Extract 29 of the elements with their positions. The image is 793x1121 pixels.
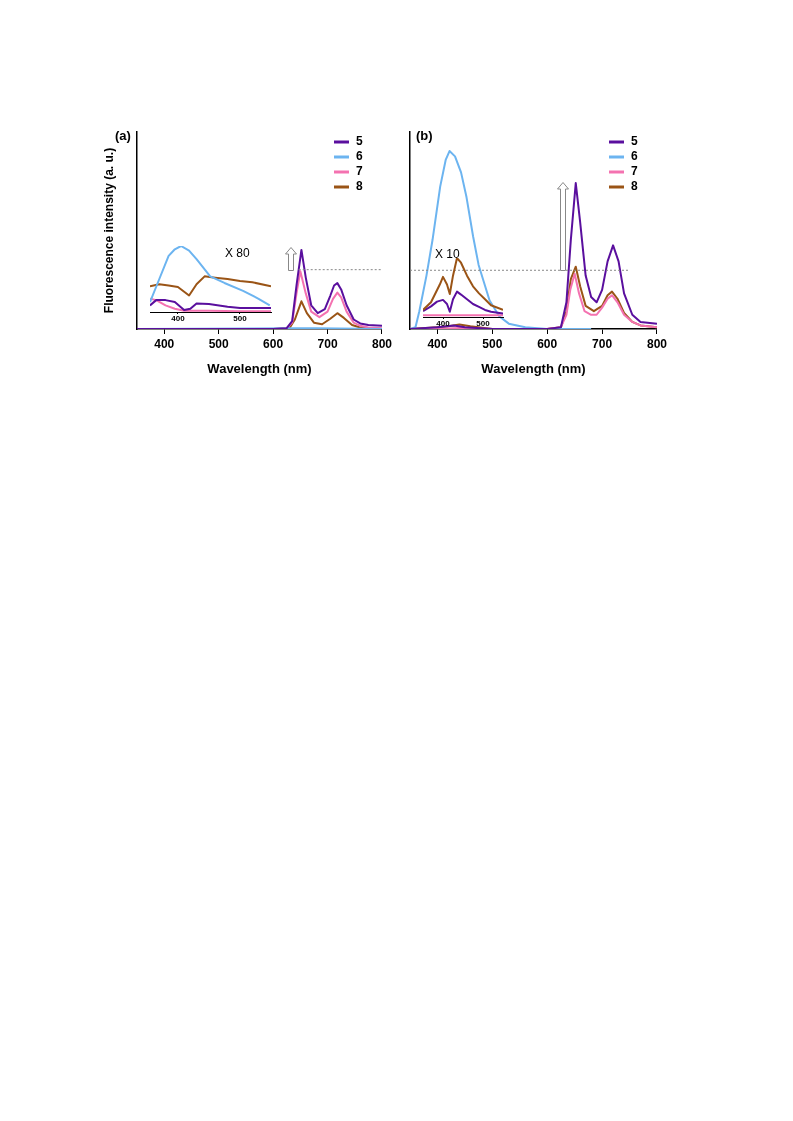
chart-title: (b) — [416, 128, 433, 144]
x-tick-label: 800 — [371, 336, 393, 351]
x-axis-title: Wavelength (nm) — [207, 360, 312, 376]
legend-label: 8 — [355, 179, 363, 194]
x-tick-label: 500 — [482, 336, 503, 351]
legend-label: 8 — [630, 179, 638, 194]
x-tick-label: 400 — [154, 336, 175, 351]
chart-title: (a) — [115, 128, 131, 144]
legend-label: 7 — [355, 164, 363, 179]
y-axis-title: Fluorescence intensity (a. u.) — [101, 147, 116, 314]
x-tick-label: 400 — [171, 314, 186, 323]
x-tick-label: 600 — [263, 336, 284, 351]
legend-label: 7 — [630, 164, 638, 179]
x-tick-label: 700 — [592, 336, 613, 351]
annotation: X 80 — [225, 246, 251, 261]
x-tick-label: 700 — [317, 336, 338, 351]
x-tick-label: 800 — [646, 336, 668, 351]
x-tick-label: 400 — [427, 336, 448, 351]
x-axis-title: Wavelength (nm) — [481, 360, 586, 376]
x-tick-label: 500 — [208, 336, 229, 351]
x-tick-label: 500 — [233, 314, 248, 323]
legend-label: 5 — [355, 134, 363, 149]
legend-label: 6 — [355, 149, 363, 164]
x-tick-label: 600 — [537, 336, 558, 351]
x-tick-label: 400 — [436, 319, 451, 328]
x-tick-label: 500 — [476, 319, 491, 328]
annotation: X 10 — [435, 247, 461, 262]
legend-label: 5 — [630, 134, 638, 149]
legend-label: 6 — [630, 149, 638, 164]
